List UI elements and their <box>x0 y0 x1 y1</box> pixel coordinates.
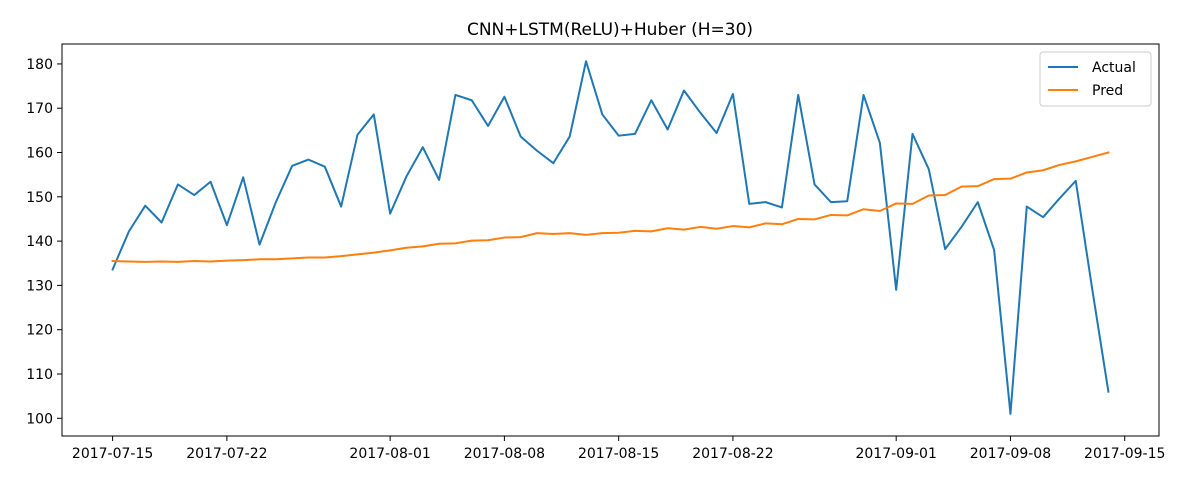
x-tick-label: 2017-07-22 <box>186 446 267 462</box>
series-line-pred <box>113 153 1109 262</box>
y-tick-label: 160 <box>26 146 53 162</box>
y-tick-label: 110 <box>26 367 53 383</box>
y-tick-label: 120 <box>26 323 53 339</box>
x-tick-label: 2017-08-15 <box>578 446 659 462</box>
y-tick-label: 170 <box>26 101 53 117</box>
legend-label-pred: Pred <box>1092 83 1123 99</box>
axes-frame <box>62 44 1159 436</box>
x-tick-label: 2017-08-22 <box>692 446 773 462</box>
x-tick-label: 2017-07-15 <box>72 446 153 462</box>
plot-area: 100 110 120 130 140 150 160 170 180 2017-07-15 201… <box>26 44 1165 462</box>
y-tick-label: 150 <box>26 190 53 206</box>
y-tick-label: 100 <box>26 411 53 427</box>
legend-label-actual: Actual <box>1092 60 1136 76</box>
series-line-actual <box>113 61 1109 414</box>
x-tick-label: 2017-09-15 <box>1084 446 1165 462</box>
y-tick-label: 180 <box>26 57 53 73</box>
legend: Actual Pred <box>1040 52 1151 106</box>
x-tick-label: 2017-08-01 <box>349 446 430 462</box>
chart-title: CNN+LSTM(ReLU)+Huber (H=30) <box>467 20 753 40</box>
x-tick-label: 2017-09-08 <box>970 446 1051 462</box>
y-tick-label: 130 <box>26 278 53 294</box>
x-tick-label: 2017-08-08 <box>464 446 545 462</box>
x-tick-label: 2017-09-01 <box>855 446 936 462</box>
y-tick-label: 140 <box>26 234 53 250</box>
